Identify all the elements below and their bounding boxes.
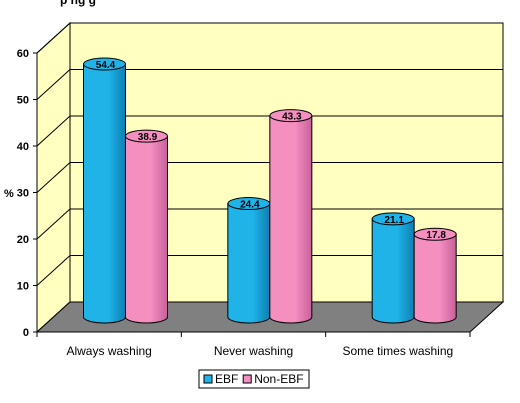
gridline-side [36,69,71,100]
bar-body [371,218,415,324]
bar-body [413,233,457,324]
gridline-side [36,255,71,286]
bar-non-ebf-2 [413,227,457,324]
legend-label-ebf: EBF [215,372,238,386]
y-tick-label: 40 [17,141,29,153]
bar-top [83,57,126,71]
bar-body [83,63,126,324]
x-tick-label: Always washing [66,344,151,358]
bar-body [125,135,168,324]
y-tick-label: 20 [17,234,29,246]
gridline-side [36,208,71,240]
y-tick-label: 10 [17,281,29,293]
x-tick-label: Never washing [214,344,293,358]
legend-swatch-ebf [203,374,213,384]
data-label: 38.9 [138,132,158,143]
bar-top [413,227,457,241]
bar-ebf-0 [83,57,126,324]
data-label: 43.3 [282,112,302,123]
gridline-side [36,115,71,147]
y-axis: 0 10 20 30 40 50 60 [17,48,38,339]
legend-swatch-non-ebf [242,374,252,384]
legend-label-non-ebf: Non-EBF [254,372,303,386]
bar-non-ebf-1 [269,109,313,324]
y-axis-label: % [4,188,14,200]
data-label: 24.4 [240,200,260,211]
x-axis: Always washing Never washing Some times wa… [36,331,471,358]
bar-top [125,129,168,143]
bar-body [227,203,271,324]
bar-top [269,109,313,123]
bar-top [371,212,415,226]
bar-body [269,115,313,324]
bar-non-ebf-0 [125,129,168,324]
y-tick-label: 30 [17,188,29,200]
data-labels: 54.4 38.9 24.4 43.3 21.1 17.8 [96,60,447,241]
gridline-side [36,162,71,193]
legend-box [198,369,310,389]
y-tick-label: 50 [17,95,29,107]
y-tick-label: 0 [23,327,29,339]
bars [83,57,457,324]
data-label: 17.8 [426,230,446,241]
bar-ebf-2 [371,212,415,324]
y-tick-label: 60 [17,48,29,60]
data-label: 21.1 [384,215,404,226]
x-tick-label: Some times washing [342,344,453,358]
chart-title-fragment: p ng g [60,0,96,7]
bar-ebf-1 [227,197,271,324]
legend: EBF Non-EBF [198,369,310,389]
gridline-side [36,22,71,54]
data-label: 54.4 [96,60,116,71]
